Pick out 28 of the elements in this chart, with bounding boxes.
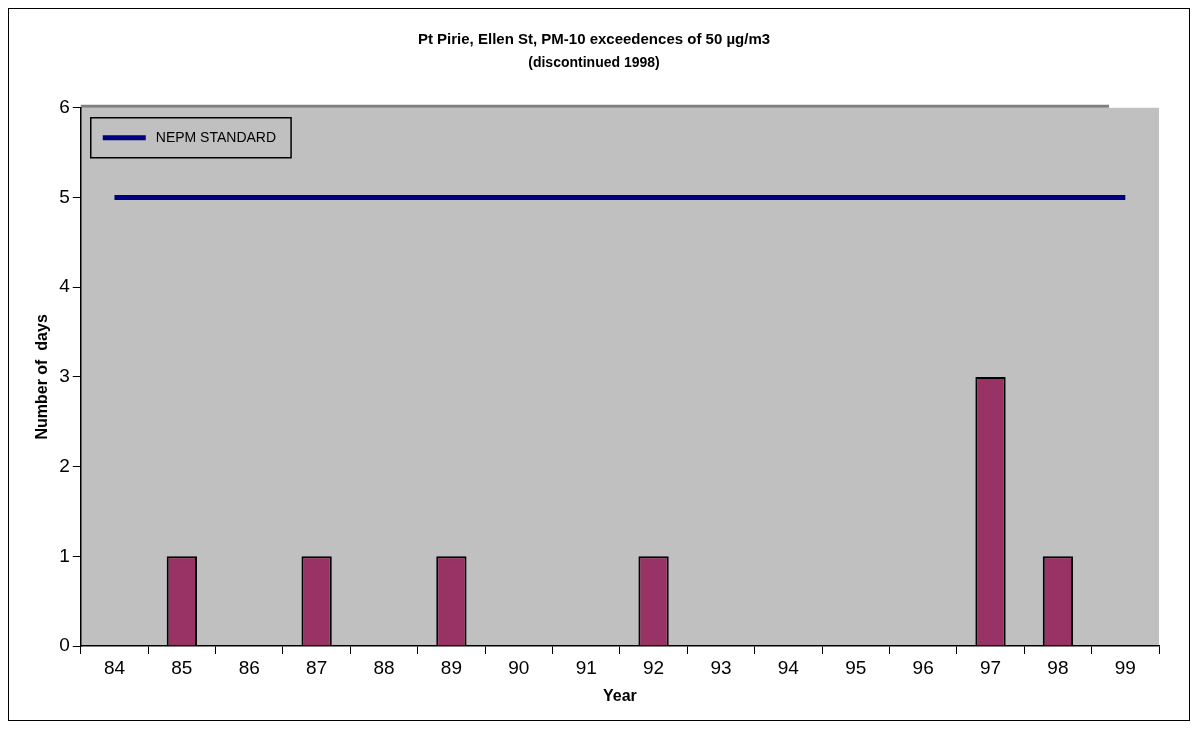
- y-tick-label: 1: [59, 544, 70, 566]
- x-tick-label: 94: [777, 656, 800, 678]
- x-tick-label: 84: [103, 656, 126, 678]
- x-tick-label: 90: [508, 656, 530, 678]
- x-tick-label: 93: [710, 656, 732, 678]
- x-tick-label: 86: [238, 656, 260, 678]
- x-tick-label: 97: [979, 656, 1002, 678]
- x-tick-label: 96: [912, 656, 934, 678]
- y-tick-label: 3: [59, 365, 70, 387]
- y-axis-title: Number of days: [33, 314, 51, 440]
- x-tick-label: 88: [373, 656, 395, 678]
- x-tick-label: 99: [1114, 656, 1136, 678]
- x-tick-label: 87: [306, 656, 328, 678]
- x-tick-label: 85: [171, 656, 193, 678]
- x-tick-label: 89: [440, 656, 462, 678]
- chart-subtitle: (discontinued 1998): [528, 54, 660, 71]
- y-tick-label: 0: [59, 634, 70, 656]
- y-tick-label: 6: [59, 96, 70, 118]
- y-tick-label: 2: [59, 454, 70, 476]
- x-tick-label: 92: [643, 656, 665, 678]
- y-tick-label: 5: [59, 185, 70, 207]
- x-tick-label: 98: [1047, 656, 1069, 678]
- y-tick-label: 4: [59, 275, 71, 297]
- legend-label: NEPM STANDARD: [155, 128, 277, 145]
- x-tick-label: 95: [845, 656, 867, 678]
- x-axis-title: Year: [602, 686, 637, 704]
- chart-title: Pt Pirie, Ellen St, PM-10 exceedences of 50 µg/m3: [417, 30, 771, 48]
- x-tick-label: 91: [575, 656, 597, 678]
